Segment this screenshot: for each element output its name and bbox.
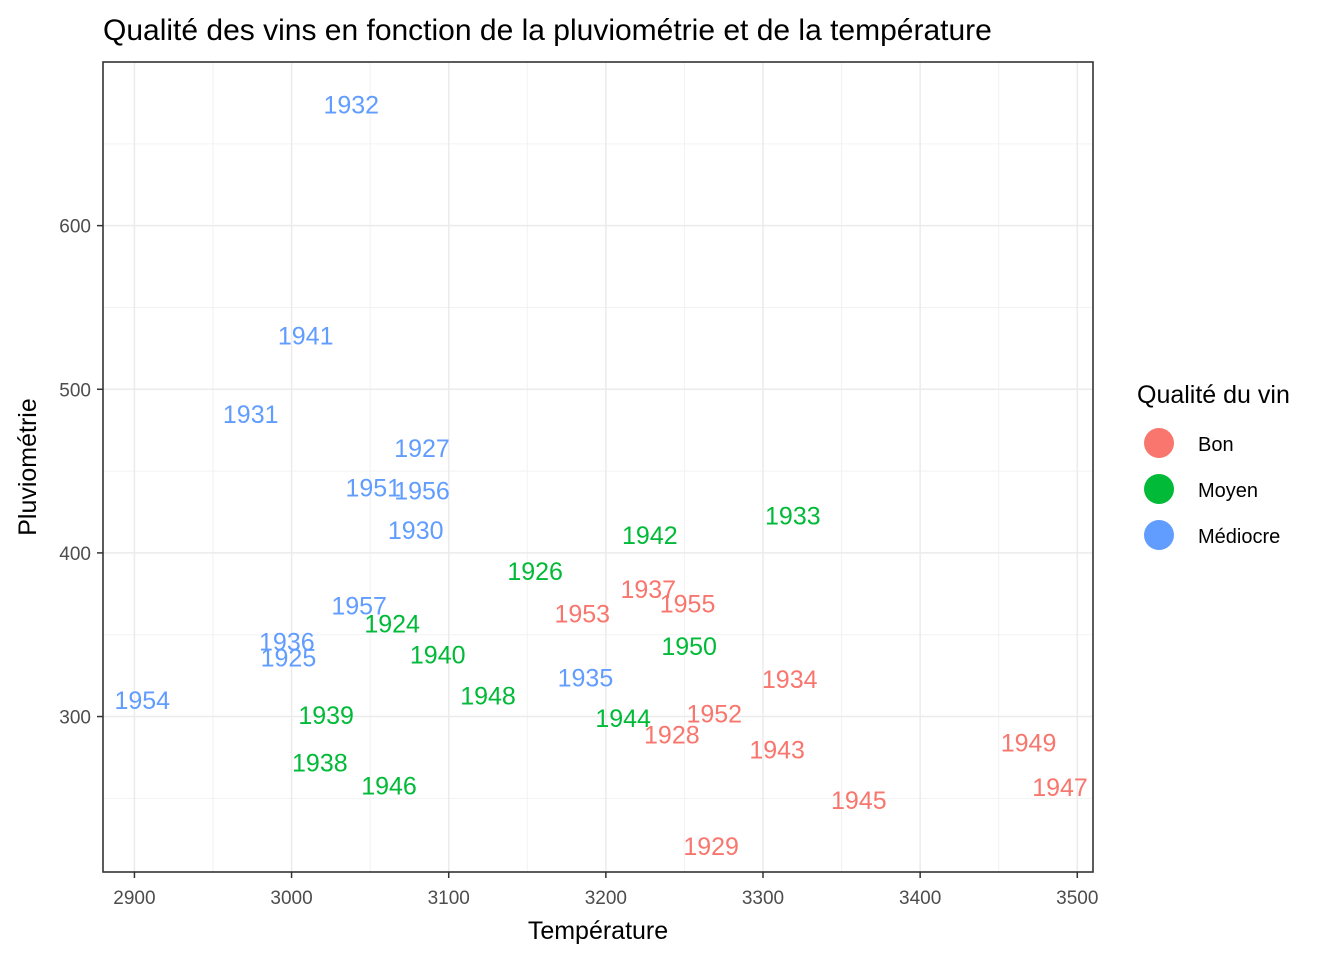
point-label-1934: 1934 [762,666,818,694]
x-tick-label: 3400 [899,888,941,909]
point-label-1932: 1932 [323,92,379,120]
legend-title: Qualité du vin [1137,381,1290,409]
point-label-1939: 1939 [298,702,354,730]
legend-key-Médiocre [1144,520,1174,550]
point-label-1928: 1928 [644,722,700,750]
legend: Qualité du vin Bon Moyen Médiocre [1137,381,1290,550]
point-label-1943: 1943 [749,736,805,764]
x-tick-label: 3200 [585,888,627,909]
x-tick-label: 3100 [428,888,470,909]
plot-border [102,61,1094,873]
y-tick-label: 300 [59,708,91,729]
minor-gridlines [103,62,1093,872]
point-label-1949: 1949 [1001,730,1057,758]
y-tick-label: 500 [59,380,91,401]
point-label-1957: 1957 [331,592,387,620]
legend-key-Bon [1144,428,1174,458]
point-label-1952: 1952 [686,700,742,728]
x-tick-label: 3500 [1056,888,1098,909]
point-label-1940: 1940 [410,641,466,669]
point-label-1948: 1948 [460,682,516,710]
point-label-1938: 1938 [292,749,348,777]
point-label-1950: 1950 [661,633,717,661]
point-label-1924: 1924 [364,610,420,638]
legend-label-Moyen: Moyen [1198,480,1258,502]
point-label-1942: 1942 [622,522,678,550]
point-label-1945: 1945 [831,787,887,815]
point-label-1941: 1941 [278,322,334,350]
y-axis: 300 400 500 600 [59,217,103,729]
point-label-1931: 1931 [223,401,279,429]
y-axis-title: Pluviométrie [14,398,42,536]
y-tick-label: 600 [59,217,91,238]
x-axis: 2900 3000 3100 3200 3300 3400 3500 [113,872,1098,909]
point-label-1925: 1925 [261,645,317,673]
point-label-1927: 1927 [394,435,450,463]
y-tick-label: 400 [59,544,91,565]
point-label-1930: 1930 [388,517,444,545]
x-tick-label: 2900 [113,888,155,909]
point-label-1926: 1926 [507,558,563,586]
x-axis-title: Température [528,917,668,945]
point-label-1946: 1946 [361,772,417,800]
point-label-1944: 1944 [595,705,651,733]
legend-label-Bon: Bon [1198,434,1234,456]
chart-title: Qualité des vins en fonction de la pluvi… [103,14,992,47]
major-gridlines [103,62,1093,872]
point-label-1936: 1936 [259,628,315,656]
point-label-1935: 1935 [558,664,614,692]
x-tick-label: 3000 [270,888,312,909]
point-label-1947: 1947 [1032,774,1088,802]
point-label-1955: 1955 [660,591,716,619]
point-label-1956: 1956 [394,478,450,506]
point-label-1951: 1951 [345,474,401,502]
point-label-1953: 1953 [554,600,610,628]
x-tick-label: 3300 [742,888,784,909]
point-label-1937: 1937 [620,576,676,604]
legend-key-Moyen [1144,474,1174,504]
point-label-1933: 1933 [765,502,821,530]
point-label-1954: 1954 [114,687,170,715]
legend-label-Médiocre: Médiocre [1198,526,1280,548]
point-label-1929: 1929 [683,833,739,861]
plot-background [103,62,1093,872]
